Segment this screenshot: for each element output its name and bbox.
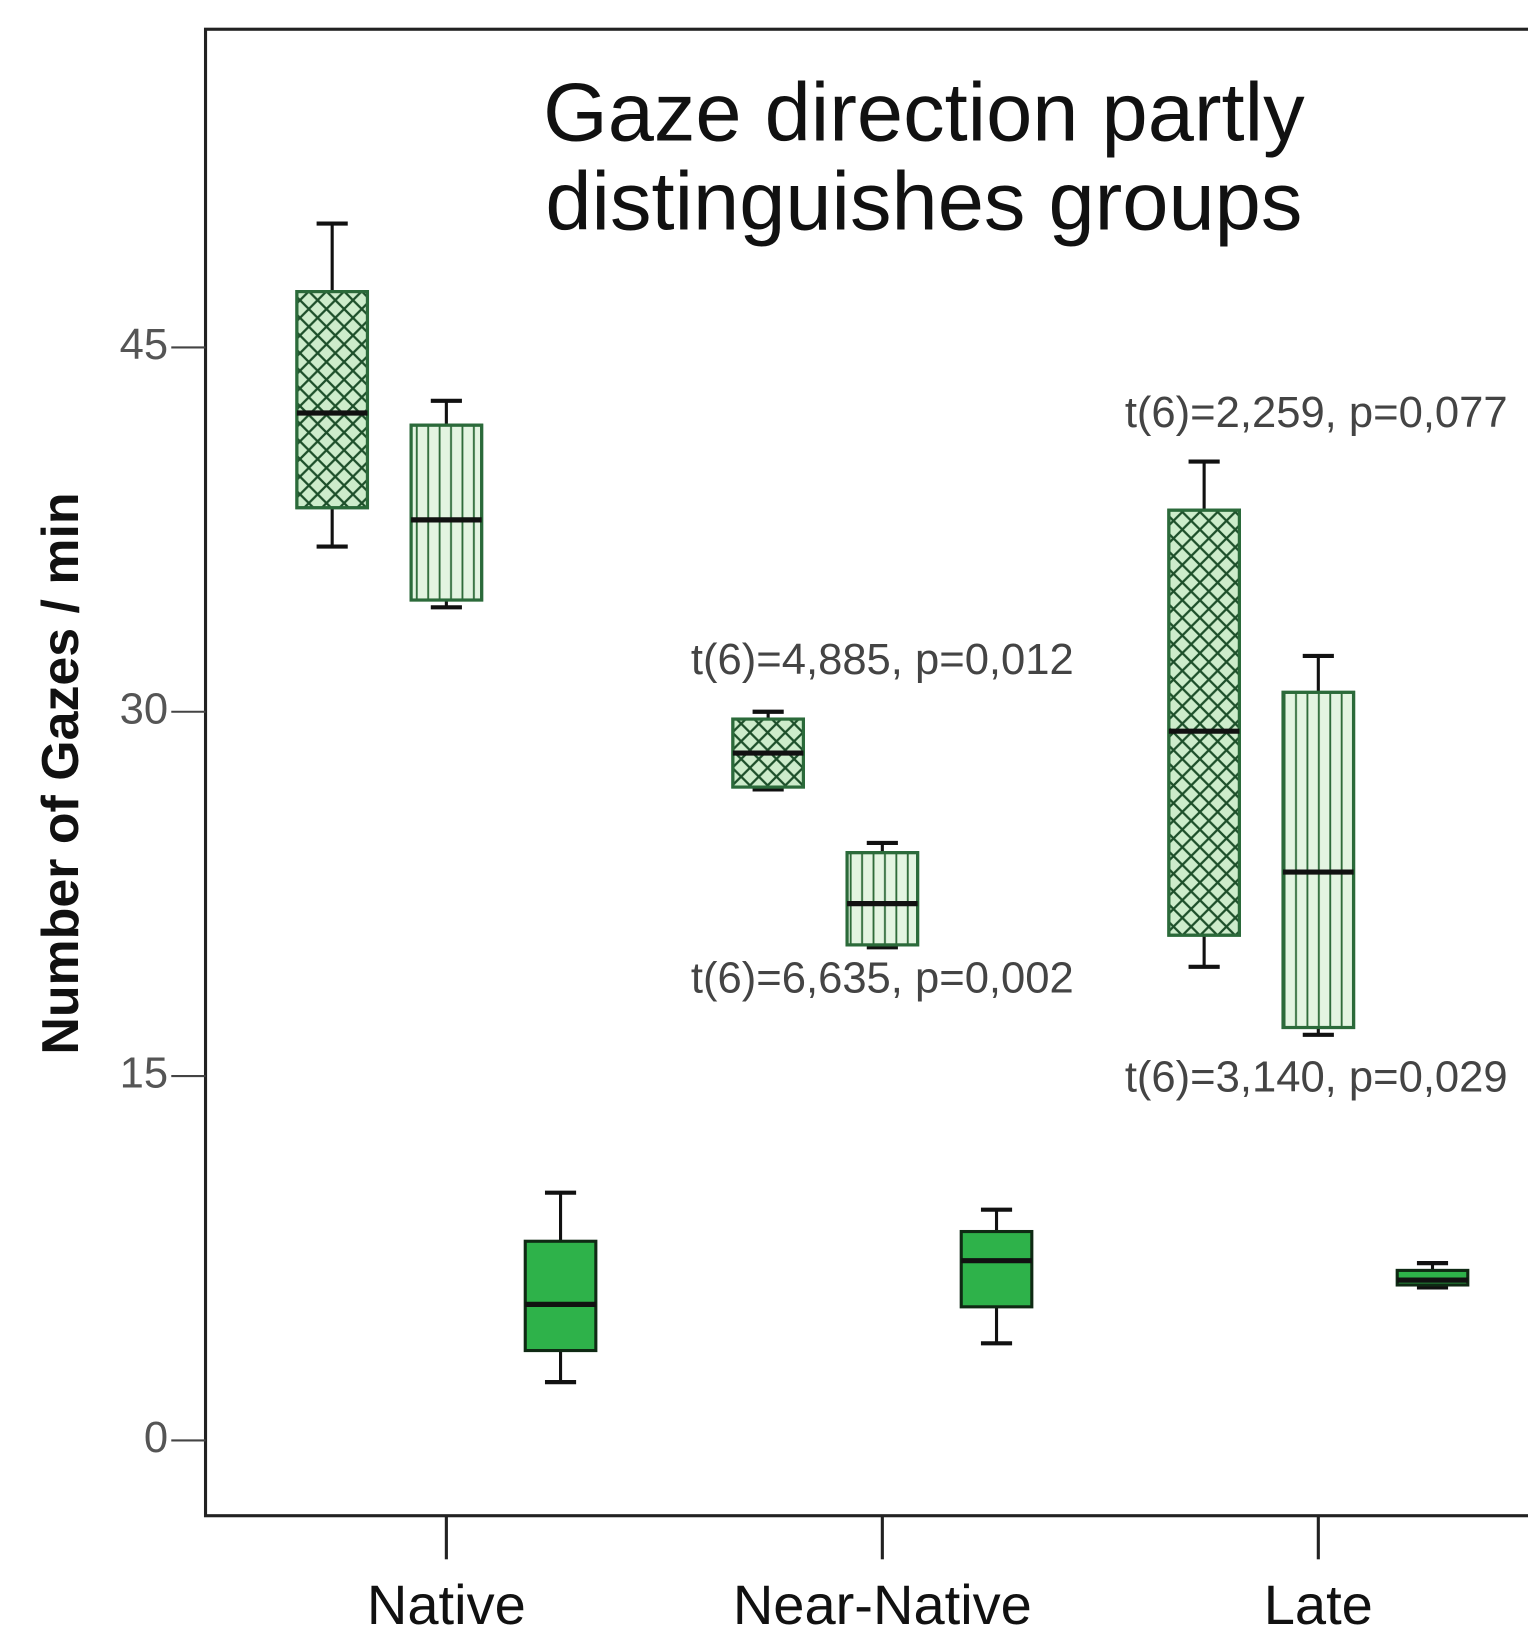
y-tick-label: 15 bbox=[120, 1050, 168, 1098]
box-hatch bbox=[1281, 690, 1356, 1030]
x-tick-label: Near-Native bbox=[733, 1573, 1032, 1628]
box bbox=[959, 1229, 1034, 1309]
chart-title: Gaze direction partly bbox=[543, 65, 1305, 158]
x-tick-label: Late bbox=[1264, 1573, 1373, 1628]
annotation: t(6)=2,259, p=0,077 bbox=[1125, 389, 1508, 437]
annotation: t(6)=3,140, p=0,029 bbox=[1125, 1053, 1508, 1101]
y-tick-label: 30 bbox=[120, 685, 168, 733]
y-axis-label: Number of Gazes / min bbox=[31, 492, 89, 1054]
x-tick-label: Native bbox=[367, 1573, 526, 1628]
plot-frame bbox=[203, 27, 1528, 1518]
box bbox=[523, 1239, 598, 1353]
box-hatch bbox=[1167, 508, 1241, 937]
chart-title: distinguishes groups bbox=[545, 155, 1302, 248]
annotation: t(6)=6,635, p=0,002 bbox=[691, 955, 1074, 1003]
box-hatch bbox=[295, 290, 370, 510]
annotation: t(6)=4,885, p=0,012 bbox=[691, 636, 1074, 684]
y-tick-label: 0 bbox=[144, 1414, 168, 1462]
box-hatch bbox=[409, 423, 484, 602]
box-hatch bbox=[845, 851, 920, 947]
y-tick-label: 45 bbox=[120, 321, 168, 369]
